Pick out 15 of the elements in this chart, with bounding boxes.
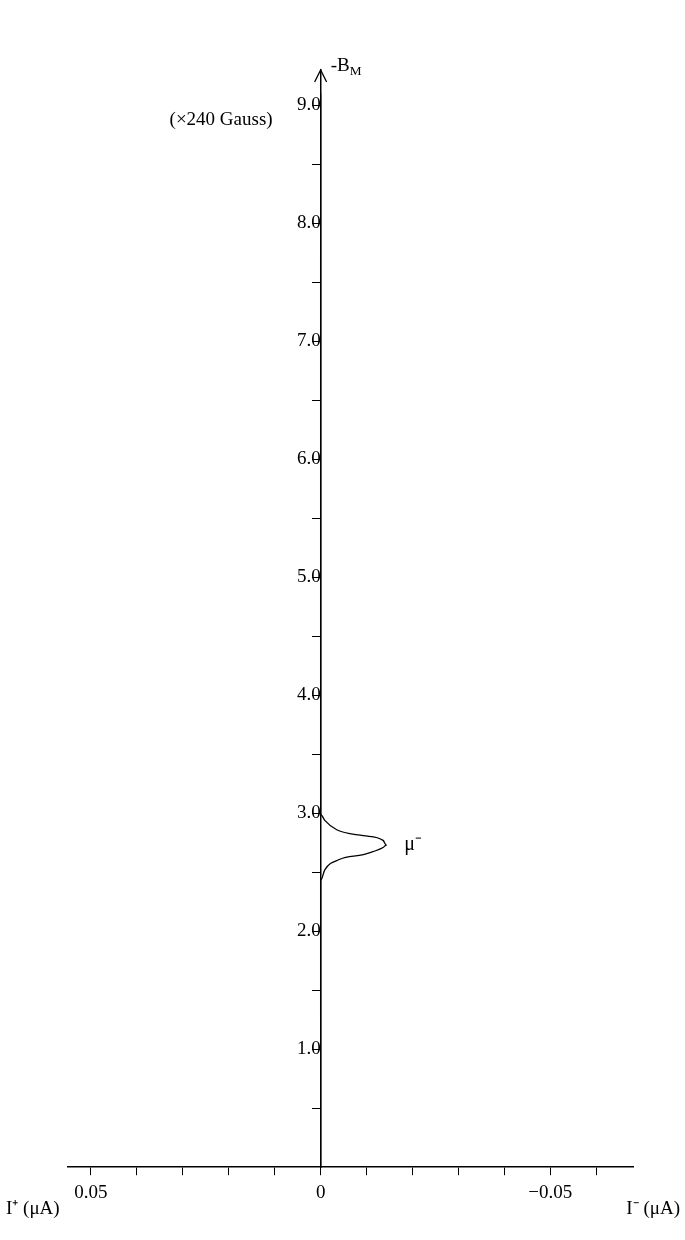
y-tick-label: 1.0 — [296, 1037, 321, 1059]
y-tick-label: 4.0 — [296, 683, 321, 705]
y-tick-label: 2.0 — [296, 919, 321, 941]
x-tick-label: −0.05 — [528, 1180, 573, 1202]
x-tick-label: 0 — [315, 1180, 326, 1202]
series-label: μ⁻ — [404, 832, 423, 856]
y-tick-label: 5.0 — [296, 565, 321, 587]
y-tick-label: 3.0 — [296, 801, 321, 823]
y-tick-label: 8.0 — [296, 211, 321, 233]
x-tick-label: 0.05 — [74, 1180, 108, 1202]
text: I⁻ (μA) — [626, 1197, 680, 1220]
y-axis-title: (×240 Gauss) — [169, 107, 273, 130]
x-axis-title: I⁺ (μA) — [6, 1197, 60, 1220]
y-tick-label: 6.0 — [296, 447, 321, 469]
y-tick-label: 9.0 — [296, 93, 321, 115]
